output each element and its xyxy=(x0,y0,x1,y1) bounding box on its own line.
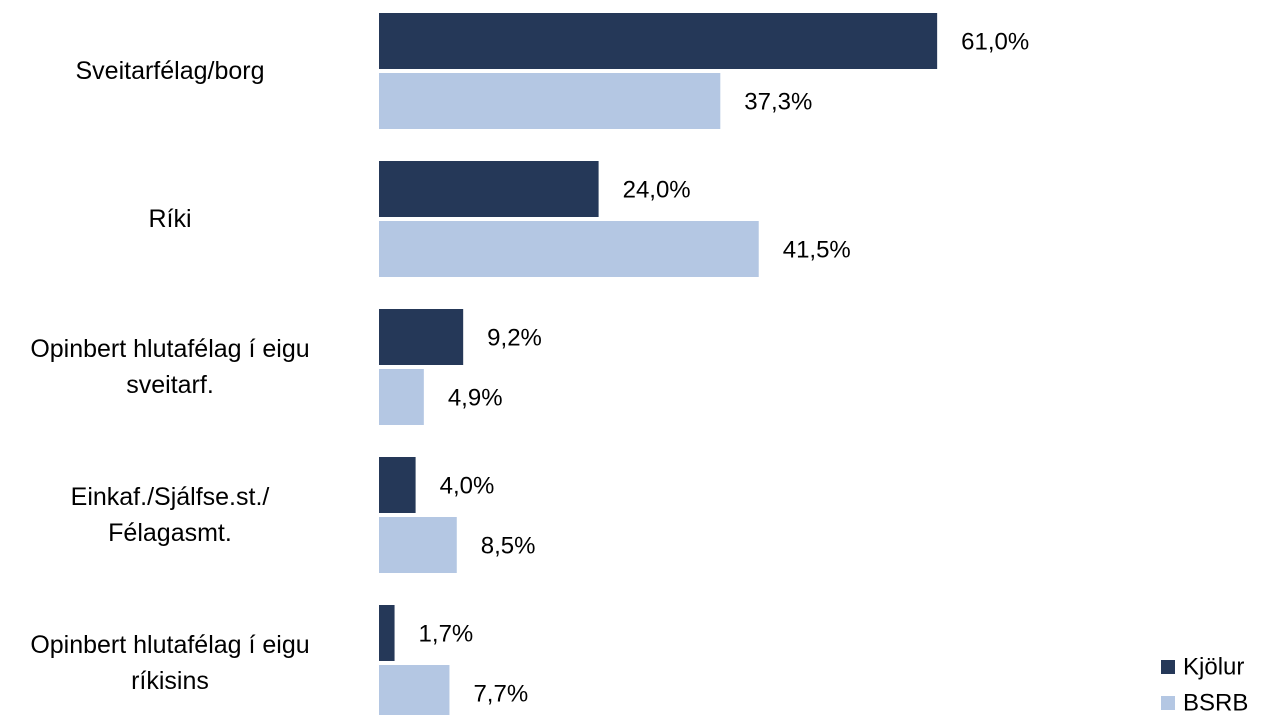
category-label: Sveitarfélag/borg xyxy=(75,57,265,85)
bar xyxy=(379,73,721,129)
legend-swatch xyxy=(1161,660,1175,674)
value-label: 7,7% xyxy=(473,680,528,707)
value-label: 1,7% xyxy=(419,620,474,647)
value-label: 4,9% xyxy=(448,384,503,411)
bar xyxy=(379,369,424,425)
bar xyxy=(379,517,457,573)
bar xyxy=(379,161,599,217)
value-label: 8,5% xyxy=(481,532,536,559)
bar xyxy=(379,221,759,277)
legend-swatch xyxy=(1161,696,1175,710)
value-label: 41,5% xyxy=(783,236,851,263)
category-label: Ríki xyxy=(148,205,192,233)
legend-label: BSRB xyxy=(1183,689,1248,715)
value-label: 4,0% xyxy=(440,472,495,499)
category-label: Einkaf./Sjálfse.st./ Félagasmt. xyxy=(70,483,270,547)
bar xyxy=(379,457,416,513)
bar xyxy=(379,13,938,69)
category-label: Opinbert hlutafélag í eigu ríkisins xyxy=(30,631,310,695)
value-label: 24,0% xyxy=(623,176,691,203)
value-label: 9,2% xyxy=(487,324,542,351)
bar xyxy=(379,605,395,661)
legend-label: Kjölur xyxy=(1183,653,1244,680)
category-label: Opinbert hlutafélag í eigu sveitarf. xyxy=(30,335,310,399)
bar xyxy=(379,309,464,365)
value-label: 37,3% xyxy=(744,88,812,115)
bar xyxy=(379,665,450,715)
value-label: 61,0% xyxy=(961,28,1029,55)
